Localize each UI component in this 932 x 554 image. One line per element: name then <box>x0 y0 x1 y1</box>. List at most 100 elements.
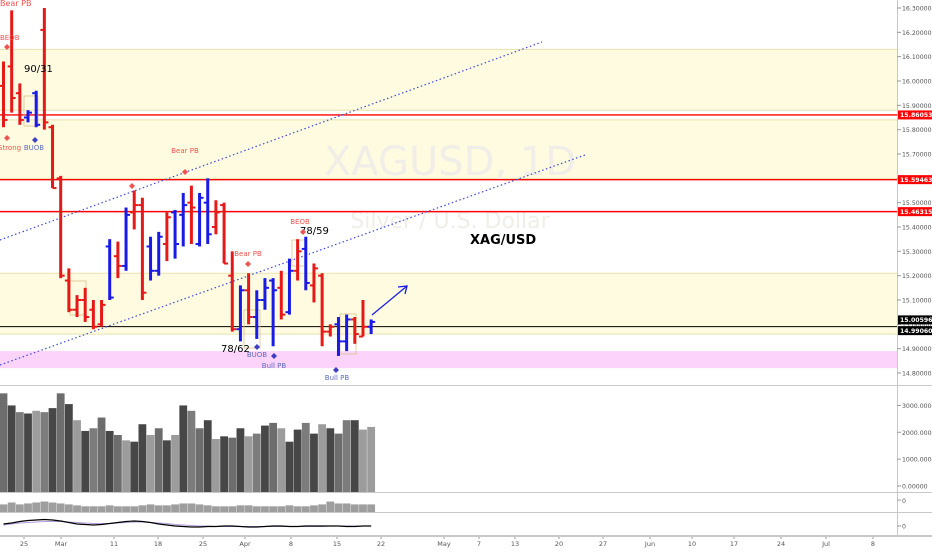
time-axis-tick-label: 13 <box>511 540 519 548</box>
volume-axis-tick-label: 1000.00000 <box>902 457 932 464</box>
ohlc-bar <box>318 273 327 347</box>
time-axis-tick-label: Jun <box>644 540 655 548</box>
ohlc-bar <box>260 278 269 310</box>
ohlc-bar <box>236 285 245 342</box>
histogram-bar <box>261 506 269 512</box>
volume-bar <box>277 428 286 492</box>
ohlc-bar <box>146 236 155 281</box>
volume-bar <box>15 412 24 492</box>
signal-diamond-icon <box>182 169 188 175</box>
histogram-bar <box>285 505 294 512</box>
time-axis-tick-label: 18 <box>154 540 162 548</box>
price-axis-tick-label: 16.10000 <box>902 54 932 61</box>
time-axis-tick-label: 25 <box>20 540 28 548</box>
volume-bar <box>73 420 81 492</box>
volume-bar <box>359 429 367 492</box>
time-axis-tick-label: 20 <box>555 540 563 548</box>
time-axis-tick-label: Mar <box>55 540 68 548</box>
time-axis-tick-label: 15 <box>333 540 341 548</box>
signal-diamond-icon <box>4 135 10 141</box>
volume-bar <box>244 436 253 492</box>
histogram-bar <box>269 506 278 512</box>
price-axis-tick-label: 15.40000 <box>902 225 932 232</box>
annotation-label-10: BUOB <box>247 351 267 359</box>
ohlc-bar <box>105 239 114 300</box>
volume-bar <box>7 405 16 492</box>
histogram-bar <box>277 506 286 512</box>
histogram-bar <box>7 502 16 512</box>
price-label-badge: 15.00596 <box>898 315 932 325</box>
price-label-text: 14.99060 <box>900 328 932 335</box>
channel-upper-line <box>0 41 543 241</box>
oscillator-line-1 <box>3 518 372 528</box>
ohlc-bar <box>24 110 33 123</box>
ohlc-bar <box>130 190 139 230</box>
signal-diamond-icon <box>129 183 135 189</box>
volume-bar <box>367 426 376 492</box>
price-axis-tick-label: 15.90000 <box>902 103 932 110</box>
ohlc-bar <box>244 273 253 325</box>
title-annotation: XAG/USD <box>470 233 536 248</box>
ohlc-bar <box>211 200 220 235</box>
volume-bar <box>130 441 139 492</box>
ohlc-bar <box>285 258 294 315</box>
watermark: XAGUSD, 1D <box>324 139 576 185</box>
volume-axis-tick-label: 2000.00000 <box>902 430 932 437</box>
histogram-bar <box>73 505 81 512</box>
histogram-bar <box>318 504 327 512</box>
histogram-bar <box>56 503 65 512</box>
histogram-bar <box>146 504 155 512</box>
volume-bar <box>56 393 65 492</box>
histogram-bar <box>48 502 57 512</box>
time-axis-tick-label: 27 <box>599 540 607 548</box>
volume-bar <box>350 420 359 492</box>
volume-bar <box>293 429 302 492</box>
price-axis-tick-label: 15.20000 <box>902 273 932 280</box>
ohlc-bar <box>89 300 98 330</box>
ohlc-bar <box>195 192 204 247</box>
signal-diamond-icon <box>245 261 251 267</box>
histogram-bar <box>179 503 188 512</box>
price-axis-tick-label: 14.90000 <box>902 346 932 353</box>
signal-diamond-icon <box>254 344 260 350</box>
volume-bar <box>334 433 343 492</box>
histogram-bar <box>342 503 351 512</box>
volume-bar <box>154 428 163 492</box>
histogram-bar <box>244 505 253 512</box>
histogram-bar <box>367 504 376 512</box>
volume-bar <box>301 422 310 492</box>
volume-bar <box>261 425 269 492</box>
volume-bar <box>97 417 106 492</box>
histogram-bar <box>252 506 261 512</box>
volume-bar <box>342 420 351 492</box>
price-label-text: 15.46315 <box>900 209 932 216</box>
volume-bar <box>163 440 171 492</box>
annotation-label-5: Bear PB <box>171 147 199 155</box>
price-label-box <box>898 326 932 336</box>
annotation-label-11: Bull PB <box>262 362 287 370</box>
histogram-bar <box>301 506 310 512</box>
ohlc-bar <box>64 268 73 313</box>
histogram-bar <box>187 503 196 512</box>
price-label-text: 15.86053 <box>900 112 932 119</box>
histogram-bar <box>32 502 41 512</box>
ohlc-bar <box>113 241 122 279</box>
volume-bar <box>220 436 228 492</box>
ohlc-bar <box>154 231 163 276</box>
signal-diamond-icon <box>333 367 339 373</box>
ohlc-bar <box>334 317 343 356</box>
projection-arrow-line <box>371 285 408 316</box>
histogram-bar <box>154 505 163 512</box>
volume-bar <box>146 434 155 492</box>
histogram-bar <box>203 505 212 512</box>
histogram-bar <box>350 504 359 512</box>
signal-diamond-icon <box>300 229 306 235</box>
histogram-bar <box>138 505 147 512</box>
price-label-text: 15.00596 <box>900 317 932 324</box>
ohlc-bar <box>7 10 16 113</box>
histogram-bar <box>130 506 139 512</box>
annotation-label-8: 78/59 <box>300 226 329 237</box>
annotation-label-9: 78/62 <box>221 344 250 355</box>
